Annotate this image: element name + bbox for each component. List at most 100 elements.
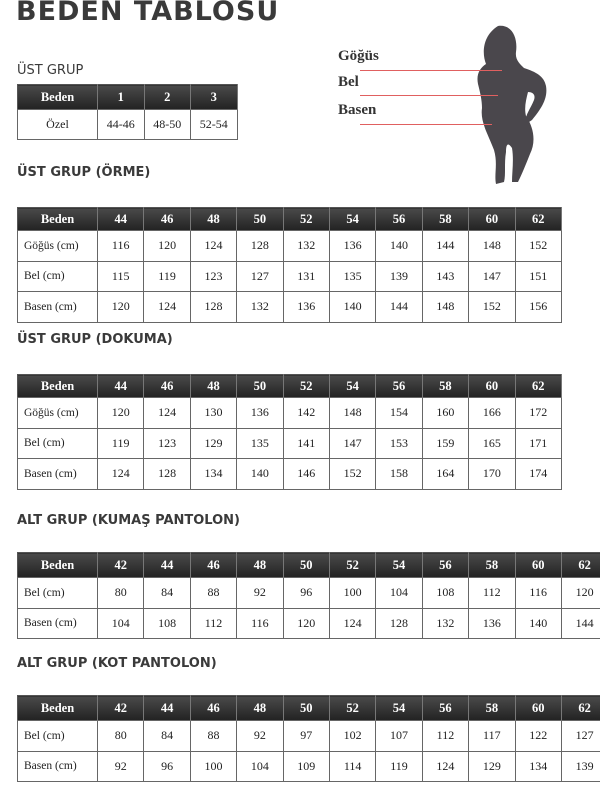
column-header: 52 — [283, 207, 330, 231]
table-cell: 123 — [189, 260, 238, 292]
column-header: 60 — [515, 552, 562, 578]
table-cell: 104 — [375, 577, 423, 609]
column-header: 54 — [329, 374, 377, 398]
table-cell: 124 — [189, 230, 238, 262]
column-header: 56 — [422, 552, 470, 578]
table-row: Bel (cm) 115 119 123 127 131 135 139 143 147 151 — [17, 260, 562, 292]
table-cell: 171 — [514, 427, 562, 459]
table-cell: 164 — [421, 458, 470, 490]
size-table: Beden 1 2 3 Özel 44-46 48-50 52-54 — [17, 84, 238, 140]
section-title-ust-grup-dokuma: ÜST GRUP (DOKUMA) — [17, 332, 173, 347]
column-header: 54 — [329, 207, 377, 231]
table-header-row: Beden 1 2 3 — [17, 84, 238, 110]
table-cell: 96 — [282, 577, 330, 609]
column-header: 62 — [515, 207, 562, 231]
table-cell: 134 — [189, 458, 238, 490]
column-header: 62 — [561, 552, 600, 578]
table-row: Göğüs (cm) 116 120 124 128 132 136 140 144 148 152 — [17, 230, 562, 262]
column-header: Beden — [17, 207, 98, 231]
column-header: 2 — [144, 84, 191, 110]
table-cell: 100 — [328, 577, 377, 609]
column-header: 58 — [422, 207, 470, 231]
column-header: 58 — [468, 695, 516, 721]
column-header: Beden — [17, 695, 98, 721]
table-cell: 128 — [189, 291, 238, 323]
column-header: 56 — [375, 207, 423, 231]
table-cell: 84 — [143, 720, 191, 752]
section-title-alt-grup-kumas: ALT GRUP (KUMAŞ PANTOLON) — [17, 513, 240, 528]
table-cell: 156 — [514, 291, 562, 323]
table-cell: 97 — [282, 720, 330, 752]
column-header: 46 — [143, 374, 191, 398]
table-cell: 152 — [468, 291, 516, 323]
table-cell: 135 — [236, 427, 284, 459]
table-cell: 148 — [468, 230, 516, 262]
column-header: 44 — [143, 552, 191, 578]
column-header: Beden — [17, 84, 98, 110]
table-cell: 124 — [143, 291, 191, 323]
table-cell: 124 — [421, 750, 470, 782]
table-cell: 116 — [236, 607, 284, 639]
table-cell: 112 — [468, 577, 516, 609]
column-header: 46 — [190, 552, 238, 578]
table-cell: 141 — [282, 427, 330, 459]
table-cell: 124 — [328, 607, 377, 639]
table-cell: 143 — [421, 260, 470, 292]
table-cell: 159 — [421, 427, 470, 459]
column-header: 42 — [97, 552, 145, 578]
row-label: Göğüs (cm) — [17, 397, 98, 429]
table-cell: 128 — [375, 607, 423, 639]
column-header: 56 — [375, 374, 423, 398]
column-header: 50 — [283, 552, 330, 578]
row-label: Basen (cm) — [17, 607, 98, 639]
table-cell: 119 — [96, 427, 145, 459]
table-row: Basen (cm) 92 96 100 104 109 114 119 124 129 134 13… — [17, 750, 600, 782]
column-header: 52 — [283, 374, 330, 398]
table-cell: 148 — [328, 397, 377, 429]
column-header: 48 — [236, 552, 284, 578]
table-cell: 132 — [282, 230, 330, 262]
table-cell: 136 — [468, 607, 516, 639]
table-cell: 109 — [282, 750, 330, 782]
table-cell: 104 — [96, 607, 145, 639]
table-row: Basen (cm) 104 108 112 116 120 124 128 132 136 140… — [17, 607, 600, 639]
table-cell: 88 — [189, 720, 238, 752]
table-cell: 148 — [421, 291, 470, 323]
table-cell: 117 — [468, 720, 516, 752]
column-header: 46 — [190, 695, 238, 721]
table-cell: 80 — [96, 720, 145, 752]
table-cell: 147 — [328, 427, 377, 459]
table-cell: 153 — [375, 427, 423, 459]
table-cell: 122 — [514, 720, 562, 752]
table-cell: 115 — [96, 260, 145, 292]
table-cell: 140 — [236, 458, 284, 490]
column-header: 48 — [190, 207, 238, 231]
table-cell: 136 — [282, 291, 330, 323]
table-cell: 172 — [514, 397, 562, 429]
table-cell: 139 — [375, 260, 423, 292]
table-cell: 102 — [328, 720, 377, 752]
table-cell: 154 — [375, 397, 423, 429]
table-cell: 104 — [236, 750, 284, 782]
column-header: 56 — [422, 695, 470, 721]
table-row: Bel (cm) 80 84 88 92 96 100 104 108 112 116 120 — [17, 577, 600, 609]
table-cell: 128 — [236, 230, 284, 262]
table-cell: 114 — [328, 750, 377, 782]
table-cell: 147 — [468, 260, 516, 292]
measure-line-gogus — [360, 70, 502, 71]
table-cell: 123 — [143, 427, 191, 459]
table-cell: 142 — [282, 397, 330, 429]
table-cell: 120 — [96, 397, 145, 429]
table-cell: 124 — [143, 397, 191, 429]
table-cell: 136 — [328, 230, 377, 262]
table-cell: 120 — [560, 577, 600, 609]
column-header: 44 — [97, 207, 145, 231]
column-header: 50 — [236, 374, 284, 398]
table-cell: 128 — [143, 458, 191, 490]
measure-label-bel: Bel — [338, 74, 359, 90]
size-table: Beden 42 44 46 48 50 52 54 56 58 60 62 Bel (cm) 80 84 8… — [17, 552, 600, 639]
table-cell: 140 — [514, 607, 562, 639]
table-cell: 144 — [421, 230, 470, 262]
table-cell: 165 — [468, 427, 516, 459]
row-label: Bel (cm) — [17, 577, 98, 609]
